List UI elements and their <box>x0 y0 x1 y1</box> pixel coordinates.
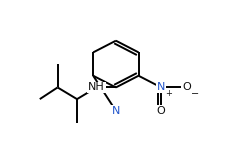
Text: N: N <box>157 82 165 92</box>
Text: NH: NH <box>88 82 105 92</box>
Text: N: N <box>112 106 120 116</box>
Text: O: O <box>182 82 191 92</box>
Text: −: − <box>191 89 199 99</box>
Text: O: O <box>157 106 166 116</box>
Text: +: + <box>165 89 172 98</box>
